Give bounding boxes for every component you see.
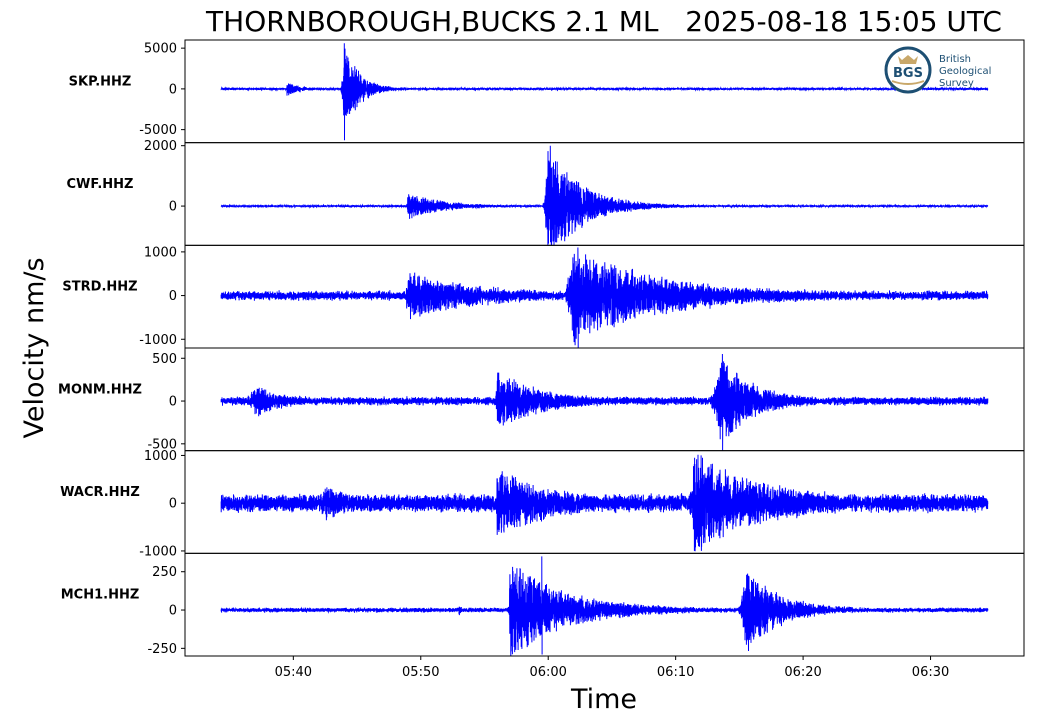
trace-cwf-hhz [220, 145, 989, 246]
bgs-logo-mark: BGS British Geological Survey [884, 46, 991, 94]
trace-mch1-hhz [220, 556, 989, 656]
logo-line-1: British [939, 54, 971, 65]
y-tick-label: -1000 [139, 544, 177, 559]
figure-title: THORNBOROUGH,BUCKS 2.1 ML 2025-08-18 15:… [205, 5, 1002, 38]
panel-wacr-hhz: 1000 0 -1000 WACR.HHZ [60, 449, 1025, 559]
y-tick-label: 0 [169, 200, 177, 215]
logo-ring [884, 46, 932, 94]
station-label: WACR.HHZ [60, 485, 140, 500]
y-tick-label: -5000 [139, 123, 177, 138]
y-tick-label: 1000 [144, 449, 177, 464]
y-tick-label: 1000 [144, 245, 177, 260]
x-tick-label: 06:20 [784, 665, 821, 680]
logo-line-2: Geological [939, 66, 991, 77]
station-label: CWF.HHZ [67, 177, 134, 192]
y-axis-label: Velocity nm/s [19, 257, 50, 438]
x-tick-label: 05:40 [275, 665, 312, 680]
y-tick-label: 0 [169, 289, 177, 304]
y-tick-label: 2000 [144, 139, 177, 154]
panels-group: 50000-5000SKP.HHZ20000CWF.HHZ10000-1000S… [58, 39, 1025, 657]
x-tick-label: 06:10 [657, 665, 694, 680]
panel-cwf-hhz: 2000 0 CWF.HHZ [67, 139, 1025, 246]
trace-monm-hhz [220, 353, 989, 451]
panel-strd-hhz: 1000 0 -1000 STRD.HHZ [62, 244, 1025, 349]
bgs-logo: BGS British Geological Survey [884, 46, 1014, 94]
panel-monm-hhz: 500 0 -500 MONM.HHZ [58, 347, 1025, 452]
panel-frame [184, 552, 1025, 657]
y-tick-label: 0 [169, 82, 177, 97]
station-label: SKP.HHZ [69, 74, 132, 89]
crown-icon [898, 55, 918, 64]
y-tick-label: 0 [169, 395, 177, 410]
y-tick-label: -500 [147, 437, 177, 452]
x-tick-label: 06:00 [529, 665, 566, 680]
y-tick-label: 0 [169, 497, 177, 512]
panel-mch1-hhz: 250 0 -250 MCH1.HHZ [61, 552, 1025, 657]
y-tick-label: 0 [169, 604, 177, 619]
trace-skp-hhz [220, 43, 989, 141]
logo-mark-text: BGS [893, 66, 923, 81]
panel-skp-hhz: 5000 0 -5000 SKP.HHZ [69, 39, 1025, 144]
y-tick-label: 250 [152, 565, 177, 580]
x-tick-label: 06:30 [912, 665, 949, 680]
y-tick-label: -1000 [139, 333, 177, 348]
trace-wacr-hhz [220, 454, 989, 552]
trace-strd-hhz [220, 247, 989, 348]
y-tick-label: -250 [147, 642, 177, 657]
station-label: MONM.HHZ [58, 382, 142, 397]
logo-line-3: Survey [939, 78, 974, 89]
y-tick-label: 500 [152, 352, 177, 367]
x-axis: 05:40 05:50 06:00 06:10 06:20 06:30 [275, 656, 949, 680]
station-label: MCH1.HHZ [61, 588, 140, 603]
x-axis-label: Time [570, 684, 637, 715]
station-label: STRD.HHZ [62, 280, 137, 295]
logo-wave [891, 80, 925, 85]
panel-frame [184, 142, 1025, 246]
y-tick-label: 5000 [144, 42, 177, 57]
x-tick-label: 05:50 [402, 665, 439, 680]
